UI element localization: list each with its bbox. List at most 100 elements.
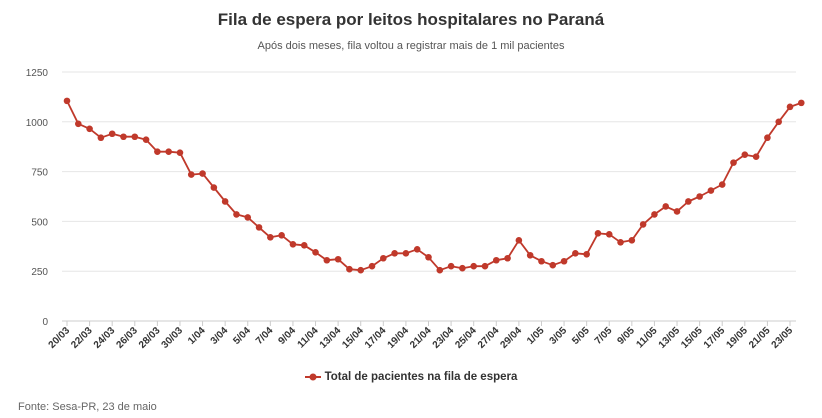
x-tick-label: 5/05: [570, 325, 592, 347]
data-point[interactable]: [673, 208, 681, 215]
data-point[interactable]: [267, 234, 274, 241]
x-tick-label: 27/04: [476, 325, 502, 351]
data-point[interactable]: [752, 153, 760, 160]
x-tick-label: 1/05: [525, 325, 547, 347]
y-tick-label: 500: [31, 217, 48, 228]
data-point[interactable]: [210, 184, 218, 191]
data-point[interactable]: [764, 134, 771, 142]
data-point[interactable]: [504, 254, 511, 262]
data-point[interactable]: [357, 266, 365, 274]
data-point[interactable]: [617, 239, 624, 246]
x-tick-label: 7/04: [254, 325, 276, 347]
x-tick-label: 13/05: [657, 325, 683, 351]
data-point[interactable]: [436, 266, 444, 274]
data-point[interactable]: [346, 265, 353, 273]
data-point[interactable]: [526, 251, 534, 259]
x-tick-label: 28/03: [137, 325, 163, 351]
data-point[interactable]: [176, 149, 184, 156]
x-tick-label: 9/04: [277, 325, 299, 347]
data-point[interactable]: [278, 232, 285, 239]
x-tick-label: 7/05: [593, 325, 615, 347]
data-point[interactable]: [470, 262, 477, 270]
data-point[interactable]: [639, 221, 647, 228]
data-point[interactable]: [368, 262, 376, 270]
data-point[interactable]: [447, 262, 455, 270]
x-tick-label: 22/03: [69, 325, 95, 351]
y-tick-label: 1000: [26, 118, 49, 129]
data-point[interactable]: [120, 133, 127, 141]
data-point[interactable]: [481, 262, 489, 270]
x-tick-label: 26/03: [114, 325, 140, 351]
data-point[interactable]: [549, 261, 557, 269]
x-tick-label: 15/04: [340, 325, 366, 351]
data-point[interactable]: [797, 99, 805, 107]
x-tick-label: 21/04: [408, 325, 434, 351]
data-point[interactable]: [594, 230, 602, 237]
data-point[interactable]: [741, 151, 749, 158]
data-point[interactable]: [538, 257, 545, 265]
x-tick-label: 21/05: [747, 325, 773, 351]
data-point[interactable]: [707, 187, 715, 194]
data-point[interactable]: [786, 103, 794, 111]
series-total-pacientes: [63, 97, 805, 274]
data-point[interactable]: [459, 264, 466, 272]
data-point[interactable]: [221, 198, 229, 205]
data-point[interactable]: [255, 224, 263, 231]
data-point[interactable]: [730, 159, 737, 166]
x-tick-label: 17/05: [702, 325, 728, 351]
data-point[interactable]: [572, 249, 579, 257]
data-point[interactable]: [515, 237, 523, 244]
data-point[interactable]: [63, 97, 71, 105]
x-tick-label: 3/04: [209, 325, 231, 347]
data-point[interactable]: [312, 248, 319, 256]
data-point[interactable]: [696, 193, 703, 200]
x-tick-label: 5/04: [231, 325, 253, 347]
data-point[interactable]: [108, 130, 116, 138]
data-point[interactable]: [492, 256, 500, 264]
x-tick-label: 1/04: [186, 325, 208, 347]
x-tick-label: 9/05: [615, 325, 637, 347]
data-point[interactable]: [685, 198, 692, 205]
chart-subtitle: Após dois meses, fila voltou a registrar…: [257, 40, 565, 52]
data-point[interactable]: [199, 170, 206, 177]
x-tick-label: 23/05: [770, 325, 796, 351]
x-tick-label: 25/04: [453, 325, 479, 351]
series-line: [66, 100, 802, 272]
legend[interactable]: Total de pacientes na fila de espera: [0, 371, 822, 383]
data-point[interactable]: [165, 148, 172, 155]
data-point[interactable]: [391, 249, 398, 257]
grid-lines: [62, 71, 796, 272]
data-point[interactable]: [131, 133, 139, 141]
data-point[interactable]: [334, 255, 342, 263]
data-point[interactable]: [413, 245, 421, 253]
data-point[interactable]: [560, 257, 568, 265]
data-point[interactable]: [187, 171, 195, 178]
data-point[interactable]: [300, 242, 308, 249]
data-point[interactable]: [233, 211, 240, 218]
data-point[interactable]: [775, 118, 783, 126]
data-point[interactable]: [605, 231, 613, 238]
x-tick-label: 20/03: [47, 325, 73, 351]
data-point[interactable]: [74, 120, 82, 128]
data-point[interactable]: [402, 249, 410, 257]
data-point[interactable]: [425, 253, 432, 261]
data-point[interactable]: [97, 134, 105, 142]
x-tick-label: 11/05: [634, 325, 659, 350]
data-point[interactable]: [628, 237, 636, 244]
data-point[interactable]: [718, 181, 726, 188]
x-tick-label: 19/05: [724, 325, 750, 351]
data-point[interactable]: [323, 256, 331, 264]
data-point[interactable]: [86, 125, 93, 133]
data-point[interactable]: [583, 250, 590, 258]
source-note: Fonte: Sesa-PR, 23 de maio: [18, 401, 157, 413]
data-point[interactable]: [651, 211, 658, 218]
data-point[interactable]: [154, 148, 161, 155]
data-point[interactable]: [380, 254, 387, 262]
data-point[interactable]: [142, 136, 150, 144]
data-point[interactable]: [662, 203, 670, 210]
data-point[interactable]: [289, 241, 297, 248]
data-point[interactable]: [244, 214, 252, 221]
x-tick-label: 3/05: [548, 325, 570, 347]
y-tick-label: 0: [42, 317, 48, 328]
